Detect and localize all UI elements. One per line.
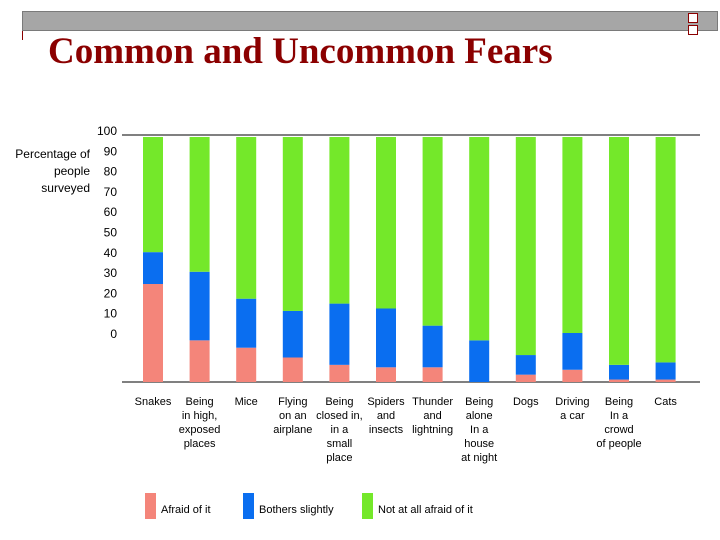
y-tick-label: 80 — [104, 165, 118, 179]
legend-swatch-afraid — [145, 493, 156, 519]
x-tick-label: Spiders and insects — [367, 396, 405, 436]
y-tick-label: 30 — [104, 266, 118, 280]
x-tick-label: Flying on an airplane — [273, 396, 312, 436]
legend-swatch-not-afraid — [362, 493, 373, 519]
bar-segment-bothers — [143, 252, 163, 284]
legend-label-bothers: Bothers slightly — [259, 504, 334, 516]
y-tick-label: 10 — [104, 307, 118, 321]
bar-segment-not-afraid — [189, 137, 210, 272]
y-tick-label: 100 — [97, 124, 117, 138]
chart-title: Common and Uncommon Fears — [48, 31, 553, 72]
bar-segment-bothers — [515, 355, 536, 375]
bar-segment-bothers — [236, 298, 257, 348]
bar-segment-bothers — [655, 362, 676, 380]
bar-segment-bothers — [609, 364, 629, 380]
y-tick-label: 60 — [104, 205, 118, 219]
bar-segment-afraid — [282, 357, 303, 382]
y-tick-label: 0 — [110, 327, 117, 341]
bar-segment-afraid — [329, 364, 350, 382]
legend-label-afraid: Afraid of it — [161, 504, 211, 516]
bar-segment-afraid — [376, 367, 396, 382]
bar-segment-not-afraid — [562, 137, 583, 333]
y-axis-label: Percentage of people surveyed — [15, 147, 90, 195]
x-tick-label: Driving a car — [555, 396, 589, 422]
bar-segment-not-afraid — [655, 137, 676, 363]
bar-segment-not-afraid — [422, 137, 443, 326]
header-decoration-bar — [22, 11, 718, 31]
x-tick-label: Being alone In a house at night — [461, 396, 497, 464]
bar-segment-afraid — [422, 367, 443, 382]
bar-segment-not-afraid — [236, 137, 257, 299]
x-tick-label: Mice — [235, 396, 258, 408]
bar-segment-afraid — [562, 369, 583, 382]
x-tick-label: Thunder and lightning — [412, 396, 453, 436]
x-tick-label: Snakes — [135, 396, 172, 408]
bar-segment-afraid — [189, 340, 210, 382]
x-tick-label: Dogs — [513, 396, 539, 408]
bar-segment-bothers — [376, 308, 396, 368]
bar-segment-afraid — [143, 284, 163, 382]
bar-segment-afraid — [515, 374, 536, 382]
y-tick-label: 40 — [104, 246, 118, 260]
bar-segment-not-afraid — [376, 137, 396, 309]
bar-segment-bothers — [329, 303, 350, 365]
decoration-square — [688, 13, 698, 23]
bar-segment-not-afraid — [469, 137, 490, 341]
bar-segment-afraid — [655, 379, 676, 382]
bar-segment-bothers — [422, 325, 443, 368]
x-tick-label: Being In a crowd of people — [596, 396, 641, 450]
bar-segment-bothers — [282, 310, 303, 358]
bar-segment-not-afraid — [282, 137, 303, 311]
decoration-square — [688, 25, 698, 35]
bar-segment-bothers — [562, 333, 583, 370]
bar-segment-afraid — [609, 379, 629, 382]
x-tick-label: Being in high, exposed places — [179, 396, 221, 450]
y-tick-label: 20 — [104, 286, 118, 300]
y-tick-label: 50 — [104, 226, 118, 240]
bar-segment-bothers — [189, 271, 210, 341]
bar-segment-not-afraid — [515, 137, 536, 356]
x-tick-label: Cats — [654, 396, 677, 408]
y-tick-label: 70 — [104, 185, 118, 199]
bar-segment-bothers — [469, 340, 490, 382]
y-tick-label: 90 — [104, 144, 118, 158]
x-tick-label: Being closed in, in a small place — [316, 396, 362, 464]
bar-segment-not-afraid — [329, 137, 350, 304]
legend-label-not-afraid: Not at all afraid of it — [378, 504, 473, 516]
bar-segment-not-afraid — [143, 137, 163, 253]
bar-segment-afraid — [236, 347, 257, 382]
legend-swatch-bothers — [243, 493, 254, 519]
bar-segment-not-afraid — [609, 137, 629, 365]
decoration-line — [22, 31, 23, 40]
